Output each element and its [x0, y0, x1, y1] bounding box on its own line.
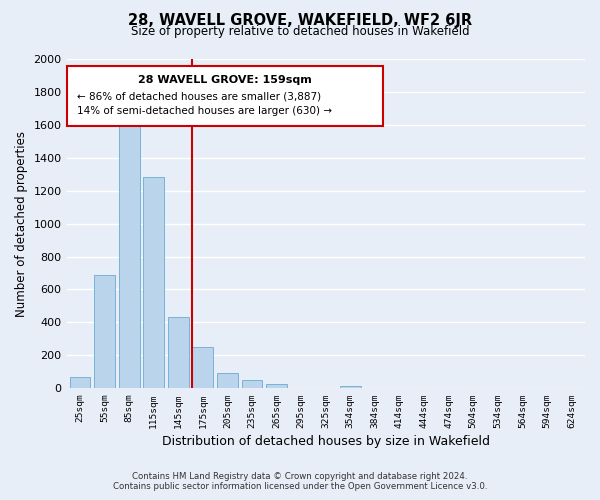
Text: ← 86% of detached houses are smaller (3,887): ← 86% of detached houses are smaller (3,… [77, 92, 321, 102]
Bar [143, 176, 164, 388]
Bar [168, 316, 189, 388]
Text: Contains HM Land Registry data © Crown copyright and database right 2024.
Contai: Contains HM Land Registry data © Crown c… [113, 472, 487, 491]
X-axis label: Distribution of detached houses by size in Wakefield: Distribution of detached houses by size … [162, 434, 490, 448]
Bar [266, 384, 287, 388]
Bar [193, 347, 214, 388]
Y-axis label: Number of detached properties: Number of detached properties [15, 130, 28, 316]
Bar [70, 378, 91, 388]
Bar [242, 380, 262, 388]
Text: 28 WAVELL GROVE: 159sqm: 28 WAVELL GROVE: 159sqm [138, 76, 311, 86]
Text: 14% of semi-detached houses are larger (630) →: 14% of semi-detached houses are larger (… [77, 106, 332, 116]
Text: Size of property relative to detached houses in Wakefield: Size of property relative to detached ho… [131, 25, 469, 38]
Bar [94, 274, 115, 388]
Bar [217, 374, 238, 388]
Bar [119, 119, 140, 388]
Bar [340, 386, 361, 388]
Text: 28, WAVELL GROVE, WAKEFIELD, WF2 6JR: 28, WAVELL GROVE, WAKEFIELD, WF2 6JR [128, 12, 472, 28]
FancyBboxPatch shape [67, 66, 383, 126]
